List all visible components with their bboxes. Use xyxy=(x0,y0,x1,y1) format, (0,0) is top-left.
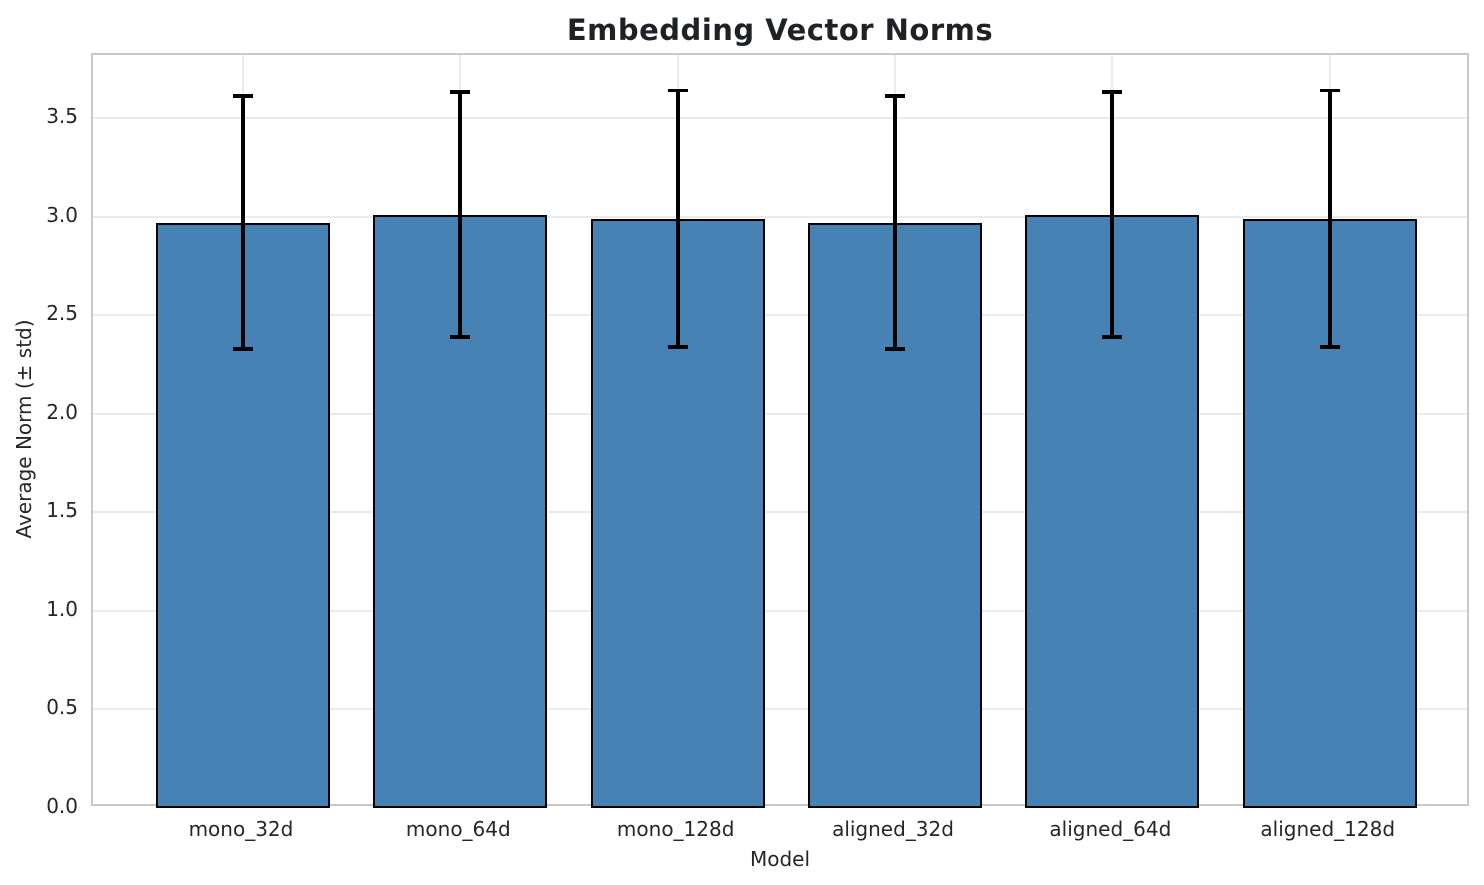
error-bar-aligned_128d xyxy=(1319,88,1340,349)
h-gridline-1.0 xyxy=(93,609,1467,612)
error-cap-bottom xyxy=(885,347,906,351)
error-cap-top xyxy=(232,94,253,98)
error-line xyxy=(458,90,463,339)
y-tick-label-3.0: 3.0 xyxy=(46,202,78,227)
y-tick-label-2.5: 2.5 xyxy=(46,301,78,326)
y-tick-label-3.5: 3.5 xyxy=(46,104,78,129)
plot-area xyxy=(91,53,1469,808)
y-tick-label-1.5: 1.5 xyxy=(46,498,78,523)
error-cap-bottom xyxy=(1102,335,1123,339)
error-cap-top xyxy=(885,94,906,98)
error-cap-bottom xyxy=(667,345,688,349)
error-bar-mono_64d xyxy=(450,90,471,339)
error-bar-mono_128d xyxy=(667,88,688,349)
error-cap-top xyxy=(1102,90,1123,94)
error-bar-aligned_32d xyxy=(885,94,906,351)
error-line xyxy=(1110,90,1115,339)
y-tick-label-0.0: 0.0 xyxy=(46,794,78,818)
y-tick-label-2.0: 2.0 xyxy=(46,399,78,424)
y-tick-label-0.5: 0.5 xyxy=(46,695,78,720)
x-tick-label-aligned_128d: aligned_128d xyxy=(1260,817,1396,841)
error-cap-top xyxy=(1319,88,1340,92)
x-axis-label: Model xyxy=(749,847,811,871)
error-cap-top xyxy=(450,90,471,94)
x-tick-label-aligned_32d: aligned_32d xyxy=(832,817,954,841)
x-tick-label-mono_32d: mono_32d xyxy=(188,817,294,841)
chart-title: Embedding Vector Norms xyxy=(566,13,994,47)
error-cap-bottom xyxy=(450,335,471,339)
h-gridline-0.5 xyxy=(93,708,1467,711)
x-tick-label-mono_64d: mono_64d xyxy=(405,817,511,841)
bar-aligned_32d xyxy=(808,222,982,808)
x-tick-label-aligned_64d: aligned_64d xyxy=(1049,817,1172,841)
x-tick-label-mono_128d: mono_128d xyxy=(616,817,735,841)
error-line xyxy=(675,88,680,349)
error-line xyxy=(240,94,245,351)
error-cap-bottom xyxy=(232,347,253,351)
error-line xyxy=(893,94,898,351)
error-cap-bottom xyxy=(1319,345,1340,349)
error-line xyxy=(1327,88,1332,349)
error-bar-mono_32d xyxy=(232,94,253,351)
h-gridline-3.0 xyxy=(93,215,1467,218)
error-cap-top xyxy=(667,88,688,92)
h-gridline-1.5 xyxy=(93,511,1467,514)
y-tick-label-1.0: 1.0 xyxy=(46,596,78,621)
h-gridline-3.5 xyxy=(93,117,1467,120)
h-gridline-2.0 xyxy=(93,412,1467,415)
error-bar-aligned_64d xyxy=(1102,90,1123,339)
h-gridline-2.5 xyxy=(93,314,1467,317)
